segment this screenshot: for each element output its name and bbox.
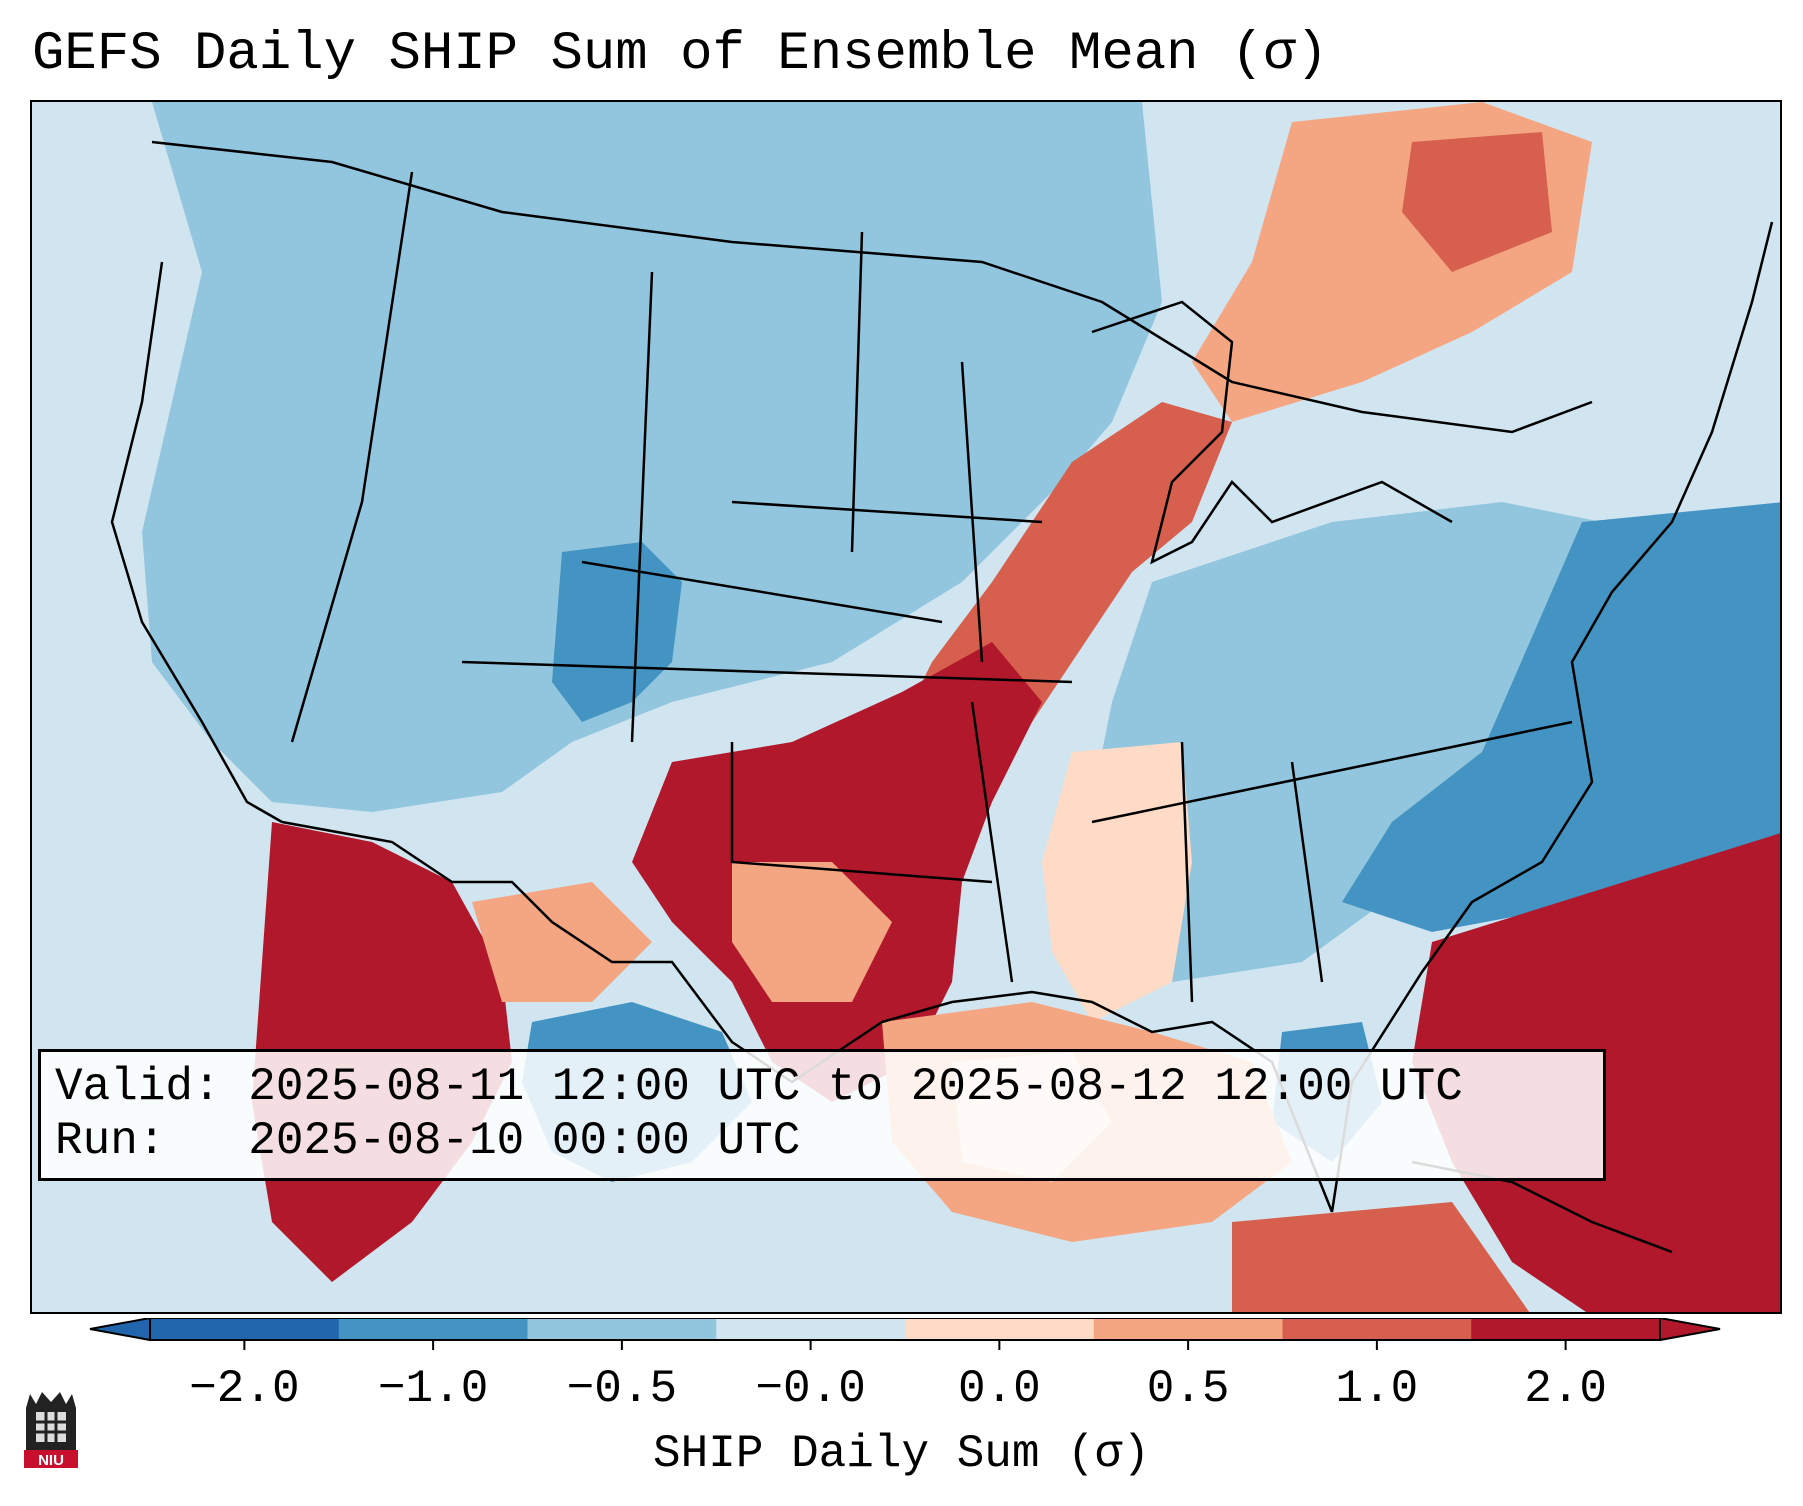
caribbean-red-edge [1232,1202,1530,1312]
colorbar-label: SHIP Daily Sum (σ) [653,1428,1150,1480]
logo-banner [24,1450,78,1468]
colorbar [89,1318,1721,1350]
colorbar-segment [338,1318,528,1340]
valid-run-info-box: Valid: 2025-08-11 12:00 UTC to 2025-08-1… [38,1049,1606,1181]
colorbar-tick-label: −1.0 [377,1363,489,1415]
colorbar-segment [1282,1318,1472,1340]
valid-time-line: Valid: 2025-08-11 12:00 UTC to 2025-08-1… [55,1061,1463,1113]
logo-window-grid [36,1412,66,1442]
us-atlantic-coast [1330,221,1774,1213]
political-boundaries [110,140,1774,1254]
sierra-madre-orange [472,882,652,1002]
quebec-red-patch [1402,132,1552,272]
colorbar-tick-label: 2.0 [1524,1363,1608,1415]
colorbar-segment [716,1318,906,1340]
logo-text: NIU [38,1452,64,1468]
canada-us-border [151,140,1593,434]
map-title: GEFS Daily SHIP Sum of Ensemble Mean (σ) [32,24,1329,85]
niu-logo: NIU [24,1392,78,1468]
colorbar-extend-high [1659,1318,1721,1342]
ohio-valley-gulf-states-region [1092,502,1602,982]
colorbar-tick-label: −0.5 [566,1363,678,1415]
colorbar-tick-label: 0.0 [957,1363,1041,1415]
colorbar-frame [149,1318,1661,1341]
colorbar-tick-label: 0.5 [1146,1363,1230,1415]
colorbar-segment [905,1318,1095,1340]
logo-window [36,1412,66,1442]
great-lakes-outline [1091,300,1453,565]
run-time-line: Run: 2025-08-10 00:00 UTC [55,1115,801,1167]
colorbar-extend-low [89,1318,151,1342]
colorado-southwest-region [552,542,682,722]
interior-state-lines [290,171,1573,1003]
texas-gulf-coast-orange [732,862,892,1002]
northern-plains-rockies-region [142,102,1162,812]
colorbar-segment [1093,1318,1283,1340]
colorbar-segment [527,1318,717,1340]
lower-mississippi-valley-region [1042,742,1192,1022]
us-pacific-coast [110,261,283,824]
colorbar-tick-label: −2.0 [189,1363,300,1415]
colorbar-segment [1471,1318,1661,1340]
colorbar-tick-label: 1.0 [1335,1363,1419,1415]
colorbar-segment [150,1318,340,1340]
carolinas-virginia-atlantic-region [1342,502,1780,932]
colorbar-tick-label: −0.0 [755,1363,866,1415]
